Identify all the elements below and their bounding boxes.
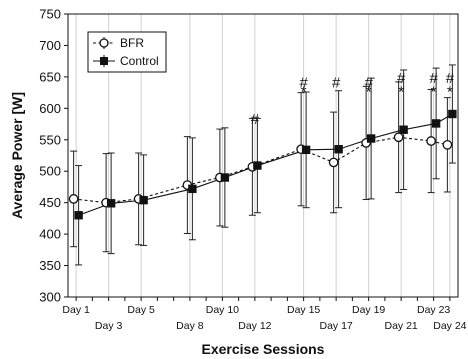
hash-annotation: # — [332, 75, 341, 92]
legend-marker — [99, 38, 109, 48]
hash-annotation: # — [364, 75, 373, 92]
legend: BFR Control — [87, 31, 167, 73]
control-data-point — [334, 145, 343, 154]
x-axis-title: Exercise Sessions — [202, 341, 325, 357]
hash-annotation: # — [397, 70, 406, 87]
x-tick-label: Day 15 — [287, 304, 320, 316]
legend-label: Control — [120, 54, 159, 68]
y-tick-label: 300 — [39, 290, 61, 305]
x-tick-label: Day 10 — [206, 304, 239, 316]
hash-annotation: # — [429, 70, 438, 87]
control-data-point — [448, 109, 457, 119]
legend-item-control: Control — [93, 54, 159, 68]
y-tick-label: 550 — [39, 132, 61, 147]
asterisk-annotation: * — [447, 83, 453, 100]
x-tick-label: Day 12 — [238, 320, 271, 332]
legend-item-bfr: BFR — [93, 36, 144, 50]
control-data-point — [301, 145, 311, 155]
bfr-data-point — [328, 157, 339, 168]
x-tick-label: Day 19 — [352, 304, 385, 316]
y-tick-label: 400 — [39, 227, 61, 242]
asterisk-annotation: * — [366, 83, 372, 100]
legend-label: BFR — [120, 36, 144, 50]
asterisk-annotation: * — [398, 83, 404, 100]
series-lines — [73, 113, 453, 216]
y-tick-label: 500 — [39, 164, 61, 179]
control-data-point — [106, 199, 116, 208]
control-data-point — [188, 184, 197, 194]
control-data-point — [431, 119, 441, 128]
y-tick-label: 700 — [39, 38, 61, 53]
x-tick-label: Day 1 — [62, 304, 90, 316]
legend-marker — [100, 57, 108, 65]
control-data-point — [253, 161, 262, 170]
y-axis: 300 350 400 450 500 550 600 650 700 750 — [39, 7, 68, 305]
control-data-point — [139, 195, 148, 205]
x-tick-label: Day 21 — [384, 320, 417, 332]
hash-annotation: # — [299, 75, 308, 92]
x-axis: Day 1 Day 5 Day 10 Day 15 Day 19 Day 23 Day 3 D… — [62, 297, 467, 332]
asterisk-annotation: * — [301, 83, 307, 100]
significance-annotations: #*# #*#*#*#*# — [251, 70, 455, 128]
hash-annotation: # — [446, 70, 455, 87]
asterisk-annotation: * — [431, 83, 437, 100]
bfr-data-point — [68, 194, 79, 204]
y-axis-title: Average Power [W] — [9, 92, 25, 219]
y-tick-label: 450 — [39, 195, 61, 210]
x-tick-label: Day 3 — [95, 320, 123, 332]
x-tick-label: Day 24 — [433, 320, 466, 332]
x-tick-label: Day 23 — [417, 304, 450, 316]
control-data-point — [74, 211, 83, 220]
legend-box — [87, 31, 167, 73]
x-tick-label: Day 17 — [319, 320, 352, 332]
bfr-data-point — [426, 136, 436, 146]
bfr-series-line — [73, 136, 448, 204]
y-tick-label: 650 — [39, 69, 61, 84]
bfr-data-point — [442, 139, 453, 150]
y-tick-label: 350 — [39, 258, 61, 273]
bfr-data-point — [393, 132, 404, 143]
x-tick-label: Day 5 — [127, 304, 155, 316]
control-data-point — [366, 134, 376, 143]
control-data-point — [399, 125, 408, 134]
hash-annotation: # — [251, 111, 260, 128]
y-tick-label: 600 — [39, 101, 61, 116]
x-tick-label: Day 8 — [176, 320, 204, 332]
plot-area-frame — [67, 13, 459, 298]
series-markers — [68, 109, 457, 220]
control-data-point — [220, 173, 230, 182]
y-tick-label: 750 — [39, 7, 61, 22]
